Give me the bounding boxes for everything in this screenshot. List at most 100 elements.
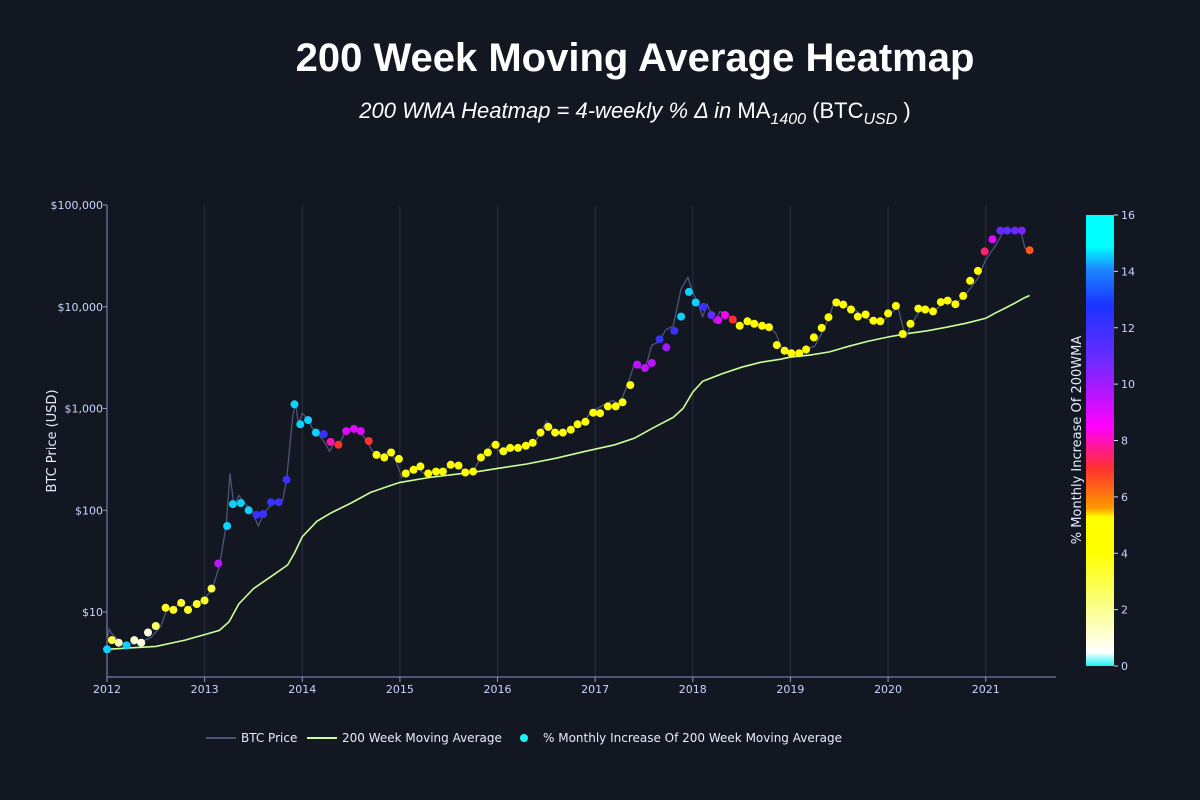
heatmap-point bbox=[401, 469, 410, 478]
colorbar-tick-label: 0 bbox=[1121, 660, 1128, 673]
heatmap-point bbox=[853, 312, 862, 321]
x-tick-label: 2019 bbox=[776, 683, 804, 696]
heatmap-point bbox=[350, 424, 358, 433]
heatmap-point bbox=[943, 296, 952, 305]
heatmap-point bbox=[380, 453, 389, 462]
colorbar-tick-label: 16 bbox=[1121, 209, 1135, 222]
subtitle-pct: % Δ in bbox=[668, 98, 732, 123]
y-tick-label: $100 bbox=[75, 504, 103, 517]
heatmap-point bbox=[898, 330, 907, 338]
heatmap-point bbox=[980, 247, 989, 256]
heatmap-point bbox=[137, 638, 146, 647]
colorbar-ticks: 0 2 4 6 8 10 12 14 16 bbox=[1114, 209, 1135, 673]
heatmap-point bbox=[207, 584, 216, 593]
heatmap-point bbox=[721, 311, 729, 319]
series-layer bbox=[106, 226, 1030, 651]
heatmap-point bbox=[223, 522, 232, 530]
heatmap-point bbox=[394, 454, 403, 463]
x-tick-label: 2015 bbox=[386, 683, 414, 696]
heatmap-point bbox=[259, 510, 268, 518]
legend-item-monthly-increase[interactable]: % Monthly Increase Of 200 Week Moving Av… bbox=[520, 731, 842, 745]
legend-label-monthly-increase: % Monthly Increase Of 200 Week Moving Av… bbox=[543, 731, 842, 745]
x-tick-label: 2012 bbox=[93, 683, 121, 696]
heatmap-point bbox=[122, 641, 131, 650]
heatmap-point bbox=[936, 298, 945, 307]
legend-label-btc-price: BTC Price bbox=[241, 731, 297, 745]
heatmap-point bbox=[311, 428, 320, 437]
heatmap-point bbox=[684, 287, 693, 296]
subtitle-close: ) bbox=[903, 98, 911, 123]
heatmap-point bbox=[921, 305, 930, 314]
heatmap-point bbox=[677, 312, 686, 321]
heatmap-point bbox=[200, 596, 209, 605]
heatmap-point bbox=[780, 346, 789, 355]
heatmap-point bbox=[959, 291, 968, 300]
heatmap-point bbox=[1011, 226, 1019, 235]
ma-line bbox=[106, 294, 1030, 651]
heatmap-point bbox=[544, 422, 553, 431]
heatmap-point bbox=[750, 319, 759, 328]
heatmap-point bbox=[891, 301, 900, 310]
heatmap-point bbox=[861, 310, 870, 319]
heatmap-point bbox=[536, 428, 545, 437]
subtitle-btc: (BTC bbox=[812, 98, 864, 123]
heatmap-point bbox=[772, 341, 781, 350]
marker-layer bbox=[103, 226, 1034, 654]
heatmap-point bbox=[416, 462, 425, 471]
x-tick-label: 2020 bbox=[874, 683, 902, 696]
colorbar-tick-label: 4 bbox=[1121, 547, 1128, 560]
legend-marker-icon bbox=[520, 734, 528, 742]
heatmap-point bbox=[728, 315, 737, 324]
x-tick-label: 2018 bbox=[679, 683, 707, 696]
heatmap-point bbox=[461, 468, 470, 477]
x-tick-label: 2016 bbox=[484, 683, 512, 696]
heatmap-point bbox=[735, 321, 744, 330]
heatmap-point bbox=[228, 500, 237, 509]
heatmap-point bbox=[514, 443, 522, 452]
heatmap-point bbox=[765, 323, 773, 332]
axes: 2012 2013 2014 2015 2016 2017 2018 2019 2020 2021… bbox=[51, 199, 1056, 696]
heatmap-point bbox=[409, 465, 418, 474]
legend-item-btc-price[interactable]: BTC Price bbox=[206, 731, 297, 745]
heatmap-point bbox=[795, 349, 804, 358]
legend-item-200wma[interactable]: 200 Week Moving Average bbox=[307, 731, 502, 745]
heatmap-point bbox=[996, 226, 1005, 235]
heatmap-point bbox=[876, 317, 885, 326]
heatmap-point bbox=[214, 559, 223, 568]
y-tick-label: $100,000 bbox=[51, 199, 104, 212]
heatmap-point bbox=[290, 400, 299, 409]
heatmap-point bbox=[161, 603, 170, 612]
x-tick-label: 2013 bbox=[191, 683, 219, 696]
heatmap-point bbox=[707, 311, 716, 319]
colorbar: 0 2 4 6 8 10 12 14 16 % Monthly Increase Of 200W… bbox=[1070, 209, 1135, 673]
colorbar-tick-label: 6 bbox=[1121, 491, 1128, 504]
heatmap-point bbox=[499, 447, 508, 456]
heatmap-point bbox=[244, 506, 253, 515]
heatmap-point bbox=[446, 460, 455, 469]
chart-subtitle: 200 WMA Heatmap = 4-weekly % Δ in MA1400… bbox=[0, 98, 1200, 129]
heatmap-point bbox=[817, 323, 826, 332]
heatmap-point bbox=[884, 309, 893, 318]
heatmap-point bbox=[662, 343, 671, 352]
colorbar-tick-label: 14 bbox=[1121, 265, 1135, 278]
heatmap-point bbox=[236, 499, 245, 507]
subtitle-btc-sub: USD bbox=[863, 111, 898, 128]
heatmap-point bbox=[951, 300, 960, 309]
heatmap-point bbox=[282, 475, 291, 484]
heatmap-point bbox=[491, 440, 500, 449]
heatmap-point bbox=[506, 443, 515, 452]
x-tick-label: 2017 bbox=[581, 683, 609, 696]
heatmap-point bbox=[454, 461, 463, 470]
heatmap-point bbox=[832, 298, 841, 307]
heatmap-point bbox=[267, 498, 275, 507]
heatmap-point bbox=[809, 333, 818, 342]
heatmap-point bbox=[342, 427, 351, 436]
grid-lines bbox=[204, 205, 987, 677]
heatmap-point bbox=[914, 304, 923, 313]
heatmap-point bbox=[528, 438, 537, 447]
heatmap-point bbox=[787, 349, 796, 358]
colorbar-tick-label: 12 bbox=[1121, 322, 1135, 335]
subtitle-ma-sub: 1400 bbox=[770, 111, 807, 128]
heatmap-point bbox=[274, 498, 283, 507]
